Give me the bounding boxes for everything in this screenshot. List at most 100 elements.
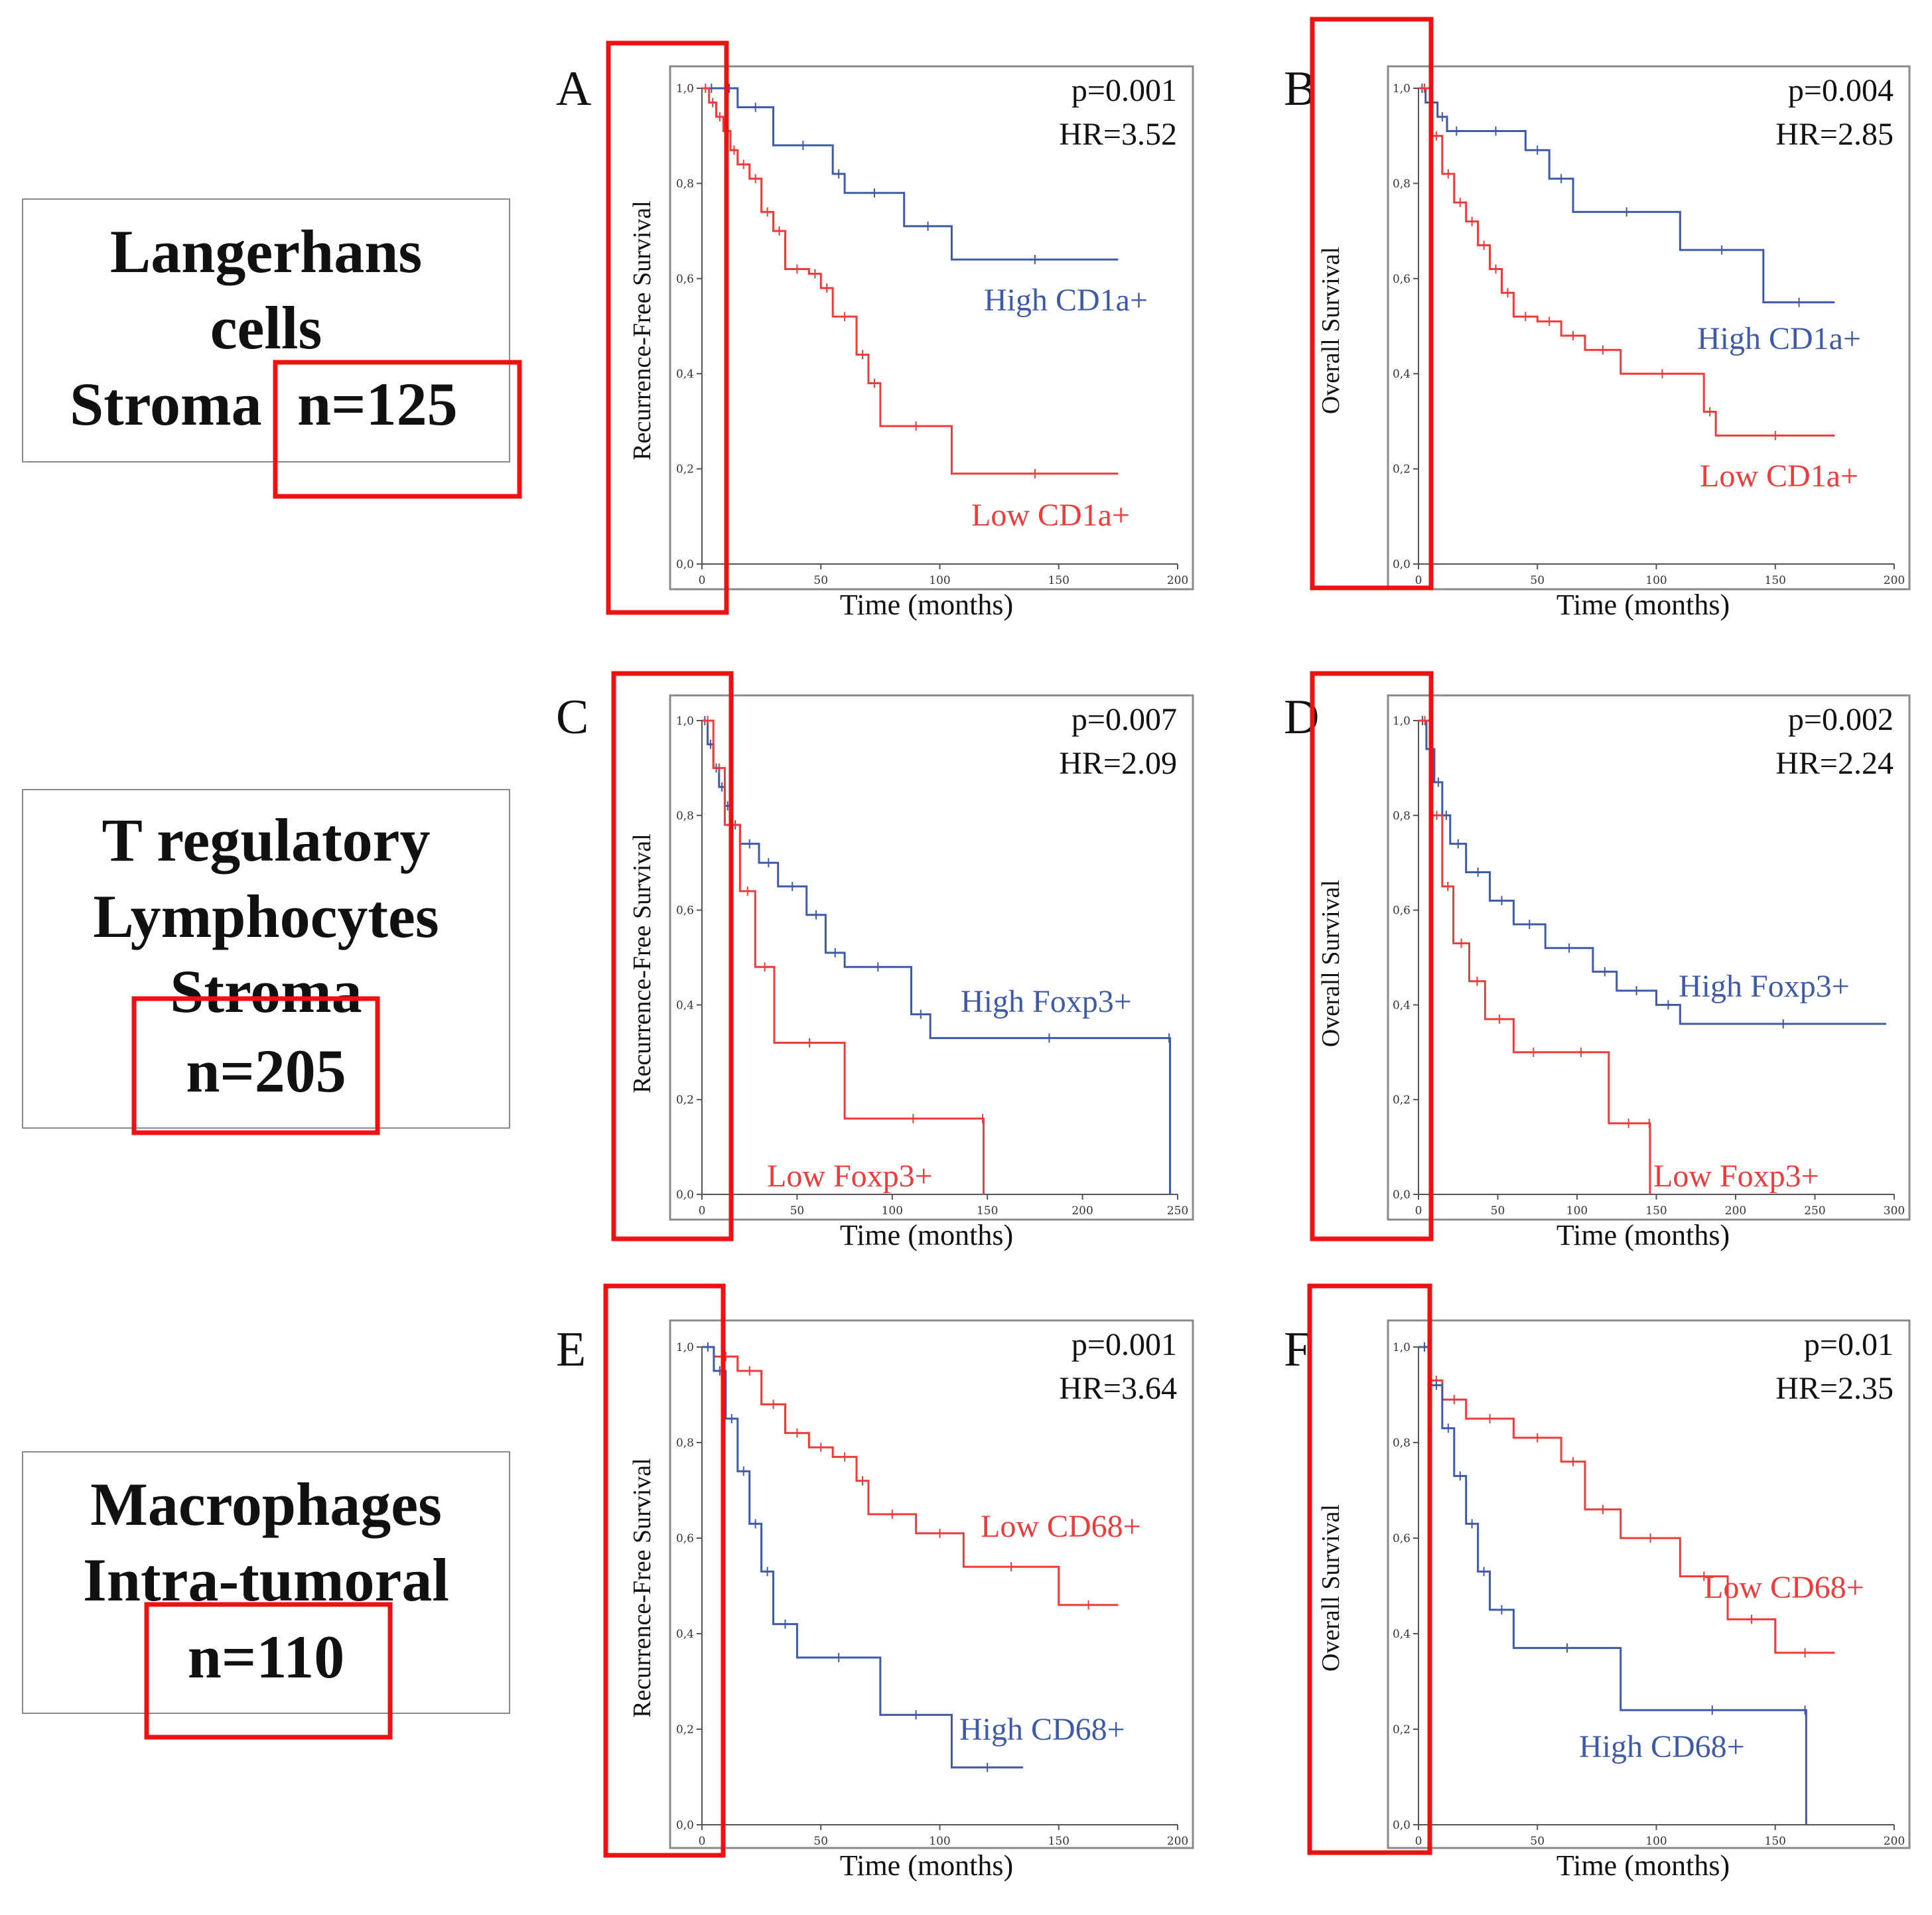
y-tick-label: 0,8 — [676, 177, 694, 190]
y-tick-label: 0,6 — [1393, 273, 1411, 286]
y-tick-label: 1,0 — [1393, 1341, 1411, 1354]
x-tick-label: 50 — [1491, 1204, 1505, 1218]
hazard-ratio: HR=2.85 — [1775, 117, 1894, 152]
highlight-boxes — [131, 17, 1434, 1858]
y-tick-label: 0,6 — [676, 1532, 694, 1545]
x-tick-label: 200 — [1071, 1204, 1093, 1218]
x-tick-label: 0 — [1415, 1835, 1422, 1848]
row-label-line: Macrophages — [90, 1470, 442, 1538]
row-label-2: Macrophages Intra-tumoral n=110 — [22, 1451, 510, 1714]
km-panel-f: 0,0 0,2 0,4 0,6 0,8 1,0 0 50 100 150 200 Time (mont… — [1284, 1319, 1911, 1882]
row-label-frame — [22, 198, 510, 462]
x-tick-label: 100 — [1645, 574, 1667, 587]
y-tick-label: 0,4 — [1393, 999, 1411, 1012]
plot-frame — [669, 694, 1194, 1221]
y-tick-label: 0,6 — [676, 904, 694, 918]
x-tick-label: 50 — [813, 1835, 828, 1848]
y-tick-label: 0,2 — [1393, 1723, 1411, 1737]
survival-curve-blue — [702, 1346, 1023, 1769]
p-value: p=0.01 — [1804, 1327, 1894, 1362]
y-tick-label: 1,0 — [1393, 715, 1411, 728]
x-tick-label: 100 — [882, 1204, 903, 1218]
y-axis-label: Overall Survival — [1317, 247, 1345, 414]
km-panel-e: 0,0 0,2 0,4 0,6 0,8 1,0 0 50 100 150 200 Time (mont… — [556, 1319, 1194, 1882]
survival-curve-blue — [1418, 87, 1835, 304]
legend-blue: High Foxp3+ — [1679, 969, 1850, 1004]
hazard-ratio: HR=2.24 — [1775, 746, 1894, 781]
y-axis-label: Recurrence-Free Survival — [628, 1458, 656, 1717]
x-tick-label: 200 — [1167, 574, 1188, 587]
x-tick-label: 150 — [1048, 1835, 1070, 1848]
y-tick-label: 0,4 — [1393, 368, 1411, 381]
p-value: p=0.002 — [1788, 702, 1894, 737]
x-axis-label: Time (months) — [840, 1849, 1013, 1882]
row-label-n: n=205 — [186, 1037, 346, 1105]
x-axis-label: Time (months) — [840, 589, 1013, 621]
y-tick-label: 0,2 — [676, 463, 694, 476]
y-tick-label: 1,0 — [1393, 82, 1411, 96]
legend-blue: High CD68+ — [1579, 1729, 1745, 1764]
hazard-ratio: HR=3.64 — [1059, 1371, 1177, 1406]
x-tick-label: 150 — [1765, 574, 1786, 587]
km-panels: 0,0 0,2 0,4 0,6 0,8 1,0 0 50 100 150 200 Time (mont… — [556, 62, 1911, 1882]
row-label-line: Stroma — [170, 958, 362, 1025]
panel-letter: C — [556, 690, 588, 745]
legend-blue: High CD1a+ — [1697, 321, 1861, 356]
row-label-line: T regulatory — [102, 806, 431, 874]
highlight-box-n205 — [131, 996, 380, 1135]
y-tick-label: 0,6 — [1393, 1532, 1411, 1545]
x-tick-label: 200 — [1884, 574, 1905, 587]
legend-red: Low CD1a+ — [971, 498, 1130, 533]
survival-curve-red — [702, 719, 985, 1194]
panel-letter: E — [556, 1322, 586, 1377]
km-panel-d: 0,0 0,2 0,4 0,6 0,8 1,0 0 50 100 150 200 250 300 Time… — [1284, 690, 1911, 1251]
survival-curve-red — [1418, 87, 1835, 437]
plot-frame — [669, 65, 1194, 591]
panel-letter: F — [1284, 1322, 1311, 1377]
y-tick-label: 0,2 — [1393, 463, 1411, 476]
x-tick-label: 50 — [790, 1204, 805, 1218]
p-value: p=0.004 — [1788, 73, 1894, 108]
p-value: p=0.001 — [1071, 1327, 1177, 1362]
row-label-line: cells — [210, 294, 322, 362]
row-label-frame — [22, 789, 510, 1129]
plot-frame — [1387, 65, 1911, 591]
y-tick-label: 0,8 — [1393, 1437, 1411, 1450]
highlight-box-c — [611, 671, 734, 1241]
y-tick-label: 0,0 — [1393, 1188, 1411, 1202]
hazard-ratio: HR=2.09 — [1059, 746, 1177, 781]
x-tick-label: 200 — [1167, 1835, 1188, 1848]
x-tick-label: 250 — [1804, 1204, 1825, 1218]
y-tick-label: 0,0 — [676, 1819, 694, 1832]
highlight-box-e — [603, 1283, 726, 1858]
survival-curve-red — [702, 1346, 1119, 1606]
survival-curve-red — [1418, 719, 1651, 1194]
y-tick-label: 0,2 — [1393, 1094, 1411, 1107]
y-tick-label: 1,0 — [676, 715, 694, 728]
x-tick-label: 150 — [1765, 1835, 1786, 1848]
row-label-n: n=110 — [188, 1623, 345, 1691]
y-tick-label: 0,0 — [676, 1188, 694, 1202]
x-tick-label: 0 — [699, 1835, 706, 1848]
row-label-n: n=125 — [297, 370, 458, 438]
row-label-line: Lymphocytes — [93, 883, 439, 950]
y-axis-label: Recurrence-Free Survival — [628, 833, 656, 1093]
x-axis-label: Time (months) — [1556, 1219, 1730, 1251]
survival-curve-red — [702, 87, 1119, 475]
x-tick-label: 150 — [1048, 574, 1070, 587]
x-tick-label: 0 — [1415, 1204, 1422, 1218]
survival-curve-red — [1418, 1346, 1835, 1654]
y-tick-label: 0,4 — [676, 368, 694, 381]
x-tick-label: 0 — [1415, 574, 1422, 587]
panel-letter: A — [556, 62, 591, 116]
y-tick-label: 0,8 — [676, 810, 694, 823]
y-tick-label: 1,0 — [676, 1341, 694, 1354]
y-tick-label: 0,4 — [676, 999, 694, 1012]
y-tick-label: 0,2 — [676, 1723, 694, 1737]
y-axis-label: Overall Survival — [1317, 1504, 1345, 1671]
y-tick-label: 0,4 — [676, 1628, 694, 1641]
x-tick-label: 100 — [1566, 1204, 1588, 1218]
x-axis-label: Time (months) — [1556, 1849, 1730, 1882]
y-tick-label: 1,0 — [676, 82, 694, 96]
